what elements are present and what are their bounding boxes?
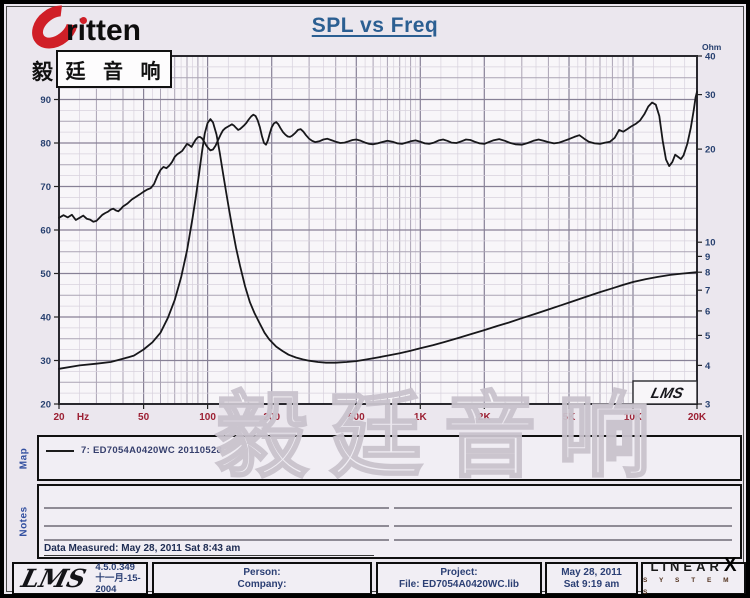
svg-text:100: 100: [199, 412, 216, 423]
notes-rule-line: [394, 507, 732, 509]
footer-cell-date: May 28, 2011 Sat 9:19 am: [545, 562, 638, 594]
svg-text:50: 50: [138, 412, 150, 423]
svg-text:Ohm: Ohm: [702, 42, 722, 52]
svg-text:3: 3: [705, 400, 710, 411]
svg-text:LMS: LMS: [649, 385, 685, 402]
notes-row-label: Notes: [18, 506, 30, 537]
svg-text:5K: 5K: [563, 412, 577, 423]
page-title: SPL vs Freq: [311, 14, 439, 37]
svg-text:20: 20: [705, 145, 716, 156]
notes-rule-line: [394, 539, 732, 541]
systems-label: S Y S T E M S: [643, 576, 734, 596]
notes-row-box: [37, 484, 742, 559]
svg-text:20: 20: [53, 412, 65, 423]
svg-text:70: 70: [40, 182, 51, 193]
map-row-label: Map: [18, 447, 30, 469]
svg-text:30: 30: [40, 356, 51, 367]
svg-text:9: 9: [705, 252, 710, 263]
svg-text:Hz: Hz: [77, 412, 89, 423]
lms-logo: LMS: [18, 563, 90, 593]
svg-text:2K: 2K: [478, 412, 492, 423]
notes-rule-line: [394, 525, 732, 527]
svg-text:4: 4: [705, 361, 711, 372]
svg-text:40: 40: [705, 52, 716, 63]
linearx-logo: LINEAR X: [650, 554, 737, 576]
footer-cell-person: Person: Company:: [152, 562, 372, 594]
legend-entry: 7: ED7054A0420WC 20110528: [46, 445, 222, 456]
person-label: Person:: [243, 566, 281, 578]
brand-cn-first-char: 毅: [32, 61, 53, 84]
svg-text:50: 50: [40, 269, 51, 280]
svg-text:90: 90: [40, 95, 51, 106]
svg-text:200: 200: [263, 412, 280, 423]
svg-text:40: 40: [40, 313, 51, 324]
notes-rule-line: [44, 507, 389, 509]
svg-text:500: 500: [348, 412, 365, 423]
file-label: File: ED7054A0420WC.lib: [398, 578, 520, 590]
footer-cell-lms: LMS 4.5.0.349 十一月-15-2004: [12, 562, 148, 595]
date-line1: May 28, 2011: [561, 566, 622, 578]
svg-text:20K: 20K: [688, 412, 707, 423]
svg-text:10K: 10K: [624, 412, 643, 423]
company-label: Company:: [237, 578, 287, 590]
svg-text:80: 80: [40, 139, 51, 150]
version-date: 十一月-15-2004: [95, 573, 141, 595]
footer-cell-project: Project: File: ED7054A0420WC.lib: [376, 562, 542, 594]
svg-text:7: 7: [705, 286, 710, 297]
svg-text:20: 20: [40, 400, 51, 411]
svg-text:1K: 1K: [414, 412, 428, 423]
project-label: Project:: [440, 566, 478, 578]
spl-frequency-impedance-chart: LMS 90 80 70 60 50 40 30 20 40 30 20 10 9 8 7 6 5 4 3 Ohm 20 5…: [40, 42, 722, 423]
brand-red-dot-icon: [80, 17, 87, 24]
brand-cn-box: 廷 音 响: [56, 50, 172, 88]
data-measured-text: Data Measured: May 28, 2011 Sat 8:43 am: [44, 543, 374, 556]
notes-rule-line: [44, 525, 389, 527]
version-text: 4.5.0.349: [95, 562, 135, 573]
svg-text:6: 6: [705, 306, 710, 317]
svg-text:30: 30: [705, 90, 716, 101]
map-row-box: [37, 435, 742, 481]
svg-text:8: 8: [705, 268, 710, 279]
brand-word: ritten: [66, 14, 141, 47]
brand-logo: ritten: [23, 4, 190, 58]
footer-cell-linearx: LINEAR X S Y S T E M S: [641, 554, 746, 596]
notes-rule-line: [44, 539, 389, 541]
legend-line-swatch: [46, 449, 74, 452]
date-line2: Sat 9:19 am: [563, 578, 620, 590]
svg-text:10: 10: [705, 238, 716, 249]
svg-text:5: 5: [705, 331, 711, 342]
svg-text:60: 60: [40, 226, 51, 237]
legend-text: 7: ED7054A0420WC 20110528: [81, 445, 223, 456]
version-block: 4.5.0.349 十一月-15-2004: [95, 562, 146, 595]
